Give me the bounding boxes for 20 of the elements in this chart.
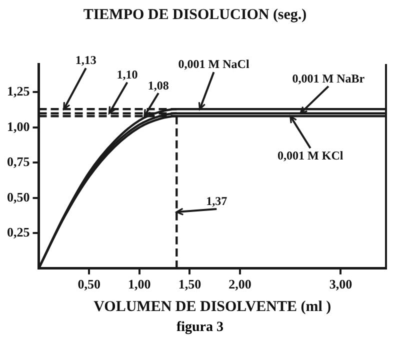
- y-tick-label: 0,50: [7, 189, 30, 204]
- y-tick-label: 0,25: [7, 224, 30, 240]
- y-tick-label: 1,00: [7, 118, 30, 134]
- annotation: 1,08: [148, 78, 169, 92]
- x-tick-label: 1,00: [128, 276, 151, 292]
- annotation: 0,001 M KCl: [278, 148, 344, 162]
- y-tick-label: 1,25: [7, 84, 30, 99]
- annotation: 1,10: [116, 67, 138, 82]
- y-axis-title: TIEMPO DE DISOLUCION (seg.): [83, 6, 307, 23]
- y-tick-label: 0,75: [7, 154, 30, 170]
- x-tick-label: 0,50: [78, 276, 100, 292]
- annotation: 0,001 M NaBr: [292, 71, 366, 86]
- annotation: 0,001 M NaCl: [178, 57, 250, 72]
- x-tick-label: 3,00: [329, 276, 352, 292]
- annotation: 1,37: [206, 194, 228, 208]
- x-tick-label: 1,50: [178, 276, 202, 292]
- annotation: 1,13: [75, 53, 96, 68]
- x-axis-title: VOLUMEN DE DISOLVENTE (ml ): [94, 298, 332, 315]
- text: figura 3: [175, 320, 225, 336]
- x-tick-label: 2,00: [228, 276, 252, 292]
